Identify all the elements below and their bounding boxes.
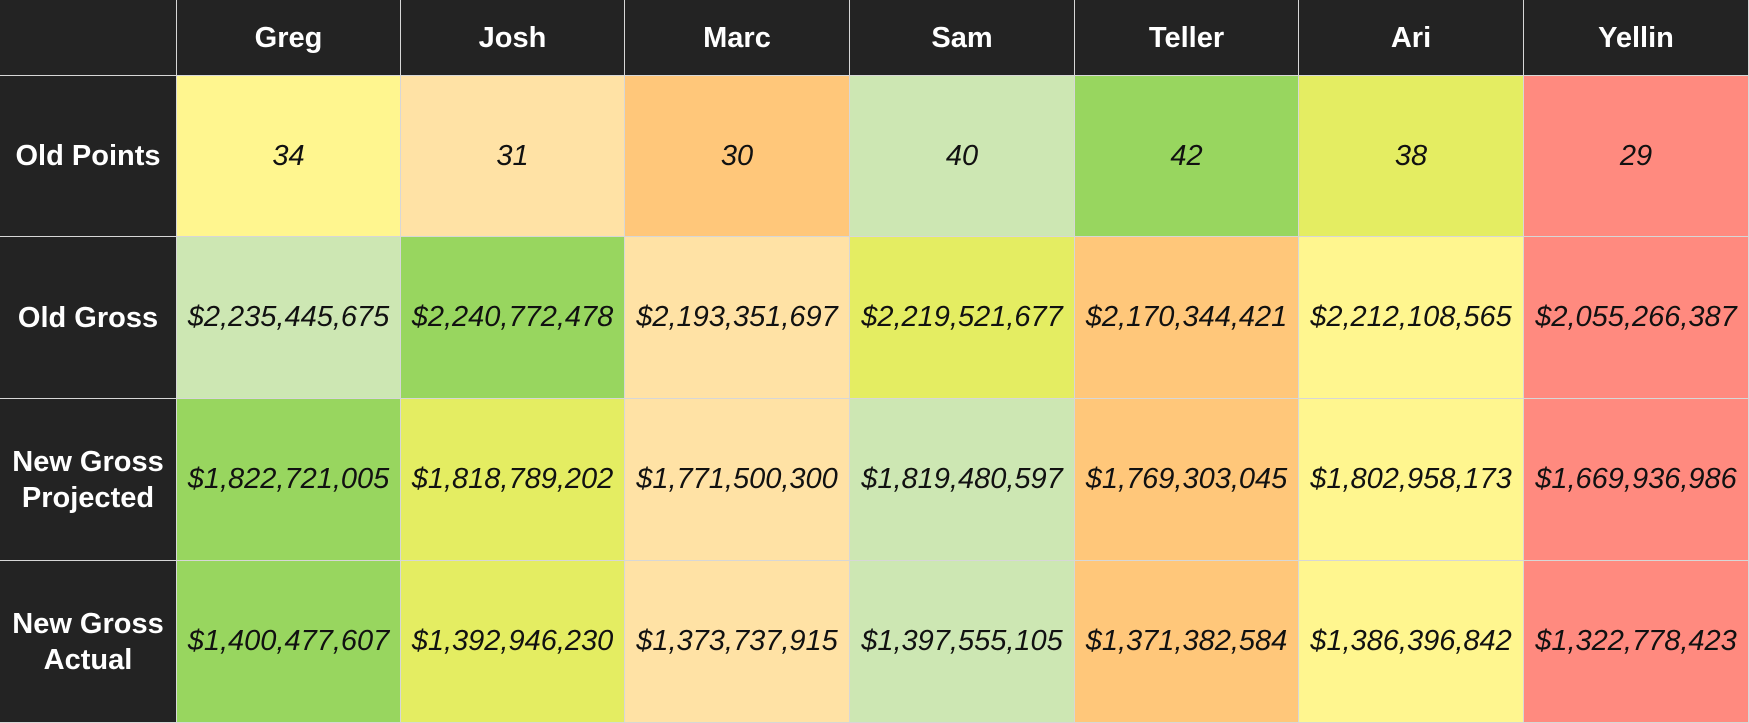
cell-value: $1,386,396,842 [1310,625,1512,657]
heatmap-cell: $1,386,396,842 [1299,561,1524,723]
cell-value: 42 [1170,139,1203,172]
cell-value: 34 [272,139,305,172]
cell-value: $2,193,351,697 [636,301,838,333]
cell-value: 29 [1619,139,1653,172]
cell-value: $1,669,936,986 [1535,463,1737,495]
heatmap-cell: $1,392,946,230 [401,561,625,723]
column-header-label: Ari [1390,21,1432,54]
column-header-label: Teller [1148,21,1225,54]
heatmap-cell: $1,802,958,173 [1299,399,1524,561]
row-header: Old Points [0,76,177,237]
cell-value: $2,055,266,387 [1535,301,1737,333]
heatmap-cell: $2,240,772,478 [401,237,625,399]
cell-value: $1,802,958,173 [1310,463,1512,495]
heatmap-cell: 30 [625,76,850,237]
cell-value: $2,212,108,565 [1310,301,1512,333]
cell-value: $1,769,303,045 [1085,463,1288,495]
cell-value: $1,392,946,230 [411,625,614,657]
row-header-label: New Gross [12,445,164,478]
column-header: Sam [850,0,1075,76]
cell-value: $2,235,445,675 [187,301,390,333]
heatmap-cell: $2,219,521,677 [850,237,1075,399]
row-header-label: Old Gross [17,301,159,334]
cell-value: $1,400,477,607 [187,625,390,657]
heatmap-cell: $1,819,480,597 [850,399,1075,561]
heatmap-cell: $1,397,555,105 [850,561,1075,723]
heatmap-cell: $2,193,351,697 [625,237,850,399]
cell-value: $1,822,721,005 [187,463,390,495]
cell-value: $2,219,521,677 [861,301,1063,333]
row-header-label: Old Points [15,140,161,172]
heatmap-cell: $1,669,936,986 [1524,399,1749,561]
cell-value: 31 [496,139,529,172]
cell-value: 30 [720,139,754,172]
heatmap-cell: $2,235,445,675 [177,237,401,399]
column-header-label: Yellin [1598,21,1674,54]
heatmap-cell: $1,769,303,045 [1075,399,1299,561]
column-header-label: Sam [931,21,993,54]
column-header: Ari [1299,0,1524,76]
row-header-label: New Gross [12,607,164,640]
cell-value: $1,771,500,300 [636,463,838,495]
heatmap-cell: 40 [850,76,1075,237]
cell-value: $1,371,382,584 [1085,625,1288,657]
column-header-label: Marc [703,21,771,54]
row-header: Old Gross [0,237,177,399]
row-header: New Gross Actual [0,561,177,723]
heatmap-cell: $1,322,778,423 [1524,561,1749,723]
heatmap-cell: $2,170,344,421 [1075,237,1299,399]
row-header-label: Actual [43,643,133,676]
heatmap-cell: $1,400,477,607 [177,561,401,723]
cell-value: 38 [1394,139,1428,172]
cell-value: $1,322,778,423 [1535,625,1737,657]
heatmap-cell: $2,055,266,387 [1524,237,1749,399]
column-header: Yellin [1524,0,1749,76]
heatmap-cell: 29 [1524,76,1749,237]
heatmap-cell: $1,371,382,584 [1075,561,1299,723]
corner-cell [0,0,177,76]
heatmap-cell: 42 [1075,76,1299,237]
column-header-label: Josh [478,21,547,54]
heatmap-cell: $1,373,737,915 [625,561,850,723]
cell-value: 40 [945,139,979,172]
cell-value: $2,240,772,478 [411,301,614,333]
cell-value: $1,818,789,202 [411,463,614,495]
column-header: Marc [625,0,850,76]
row-header-label: Projected [21,481,155,514]
heatmap-cell: $1,818,789,202 [401,399,625,561]
cell-value: $1,373,737,915 [636,625,838,657]
heatmap-cell: 34 [177,76,401,237]
column-header: Josh [401,0,625,76]
heatmap-cell: 31 [401,76,625,237]
column-header-label: Greg [254,21,323,54]
cell-value: $2,170,344,421 [1085,301,1288,333]
cell-value: $1,819,480,597 [861,463,1063,495]
heatmap-cell: $2,212,108,565 [1299,237,1524,399]
heatmap-cell: 38 [1299,76,1524,237]
heatmap-cell: $1,822,721,005 [177,399,401,561]
row-header: New Gross Projected [0,399,177,561]
column-header: Greg [177,0,401,76]
heatmap-cell: $1,771,500,300 [625,399,850,561]
cell-value: $1,397,555,105 [861,625,1063,657]
column-header: Teller [1075,0,1299,76]
